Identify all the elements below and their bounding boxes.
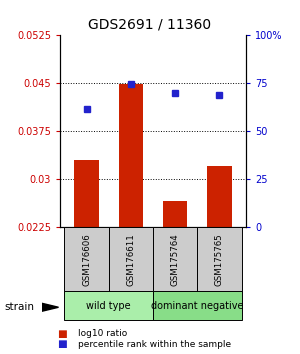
Polygon shape [42,303,58,311]
Text: GSM175764: GSM175764 [171,233,180,286]
Text: percentile rank within the sample: percentile rank within the sample [78,339,231,349]
Bar [74,160,99,227]
Text: dominant negative: dominant negative [151,301,244,311]
Bar [119,84,143,227]
Text: GSM176611: GSM176611 [126,233,135,286]
Bar [109,227,153,292]
Bar [153,291,242,320]
Text: GSM175765: GSM175765 [215,233,224,286]
Bar [153,227,197,292]
Text: ■: ■ [57,329,67,339]
Bar [197,227,242,292]
Text: wild type: wild type [86,301,131,311]
Text: GSM176606: GSM176606 [82,233,91,286]
Bar [207,166,232,227]
Text: GDS2691 / 11360: GDS2691 / 11360 [88,18,212,32]
Text: strain: strain [4,302,34,312]
Bar [163,201,187,227]
Bar [64,291,153,320]
Bar [64,227,109,292]
Text: log10 ratio: log10 ratio [78,329,127,338]
Text: ■: ■ [57,339,67,349]
